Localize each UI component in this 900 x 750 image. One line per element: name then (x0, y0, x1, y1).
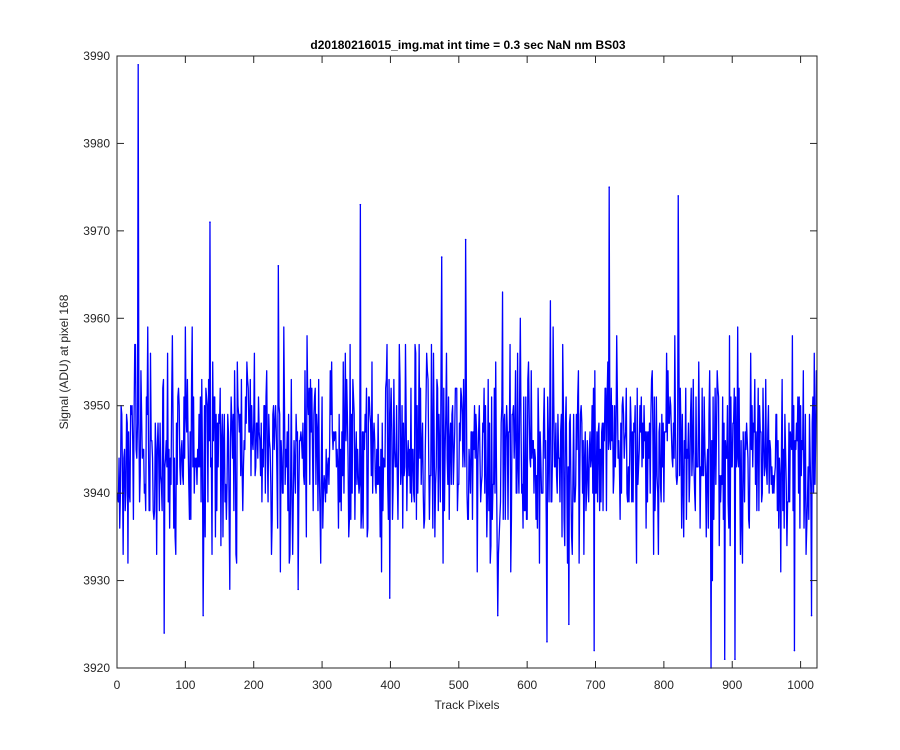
x-tick-label: 600 (517, 678, 537, 692)
x-tick-label: 700 (586, 678, 606, 692)
y-tick-label: 3950 (83, 399, 110, 413)
y-tick-label: 3960 (83, 311, 110, 325)
spike-point (209, 221, 211, 223)
y-axis-ticks: 3920 3930 3940 3950 3960 3970 3980 3990 (83, 49, 817, 675)
series-line (117, 64, 817, 669)
spike-point (734, 658, 736, 661)
x-tick-label: 200 (244, 678, 264, 692)
y-tick-label: 3920 (83, 661, 110, 675)
spike-point (359, 203, 362, 206)
y-tick-label: 3980 (83, 136, 110, 150)
x-tick-label: 0 (114, 678, 121, 692)
y-tick-label: 3990 (83, 49, 110, 63)
axes-background (117, 56, 817, 668)
spike-point (464, 238, 467, 241)
y-tick-label: 3930 (83, 574, 110, 588)
spike-point (163, 632, 165, 634)
spike-point (496, 614, 499, 617)
spike-point (568, 623, 570, 626)
plot-area (116, 55, 818, 669)
x-axis-label: Track Pixels (435, 698, 500, 712)
spike-point (546, 640, 548, 643)
x-tick-label: 800 (654, 678, 674, 692)
x-tick-label: 1000 (787, 678, 814, 692)
spike-point (608, 186, 610, 188)
x-axis-ticks: 0 100 200 300 400 500 600 700 800 900 1000 (114, 56, 814, 692)
x-tick-label: 900 (722, 678, 742, 692)
series-layer (117, 63, 817, 669)
spike-point (723, 658, 726, 661)
spike-point (810, 614, 813, 617)
spike-point (277, 265, 280, 267)
y-tick-label: 3970 (83, 224, 110, 238)
spike-point (388, 597, 391, 599)
x-tick-label: 300 (312, 678, 332, 692)
spike-point (202, 614, 204, 617)
x-tick-label: 100 (175, 678, 195, 692)
y-tick-label: 3940 (83, 486, 110, 500)
spike-point (593, 649, 595, 652)
x-tick-label: 500 (449, 678, 469, 692)
y-axis-label: Signal (ADU) at pixel 168 (57, 294, 71, 429)
axes-box (116, 55, 818, 669)
x-tick-label: 400 (380, 678, 400, 692)
spike-point (137, 63, 139, 66)
spike-point (440, 256, 443, 258)
chart-title: d20180216015_img.mat int time = 0.3 sec … (310, 38, 625, 52)
spike-point (677, 195, 680, 197)
spike-point (793, 649, 796, 652)
spike-point (297, 588, 299, 591)
